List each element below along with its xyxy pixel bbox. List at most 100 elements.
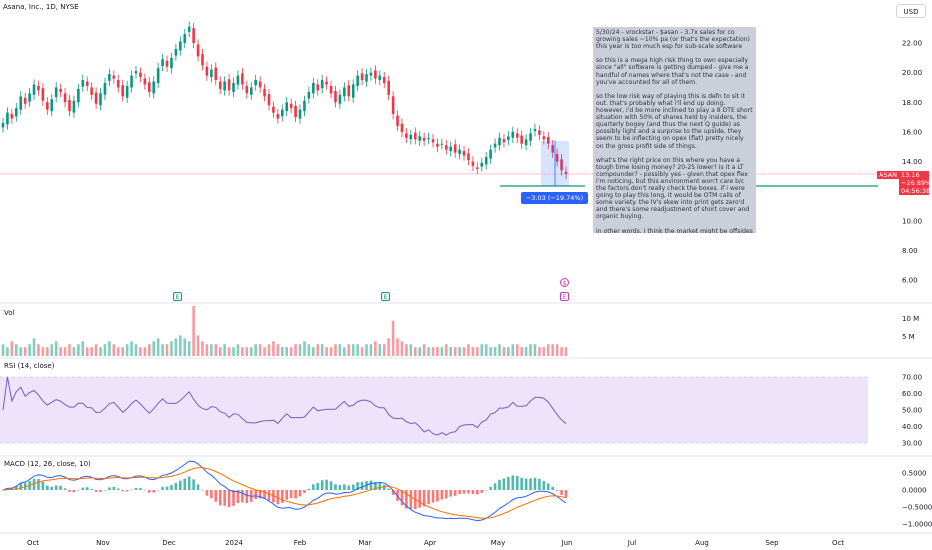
candle [502,139,506,143]
x-tick-label: Jul [627,539,637,547]
macd-histogram-bar [201,489,204,491]
symbol-title[interactable]: Asana, Inc., 1D, NYSE [3,3,79,11]
rsi-axis-label: 50.00 [902,407,922,415]
candle [174,48,178,56]
text-note[interactable]: 5/30/24 - vrockstar - $asan - 3.7x sales… [593,27,756,233]
macd-histogram-bar [54,485,58,490]
volume-bar [156,338,160,356]
volume-bar [409,344,413,356]
macd-histogram-bar [489,486,492,490]
candle [121,85,124,97]
macd-histogram-bar [72,490,76,493]
volume-bar [85,347,89,356]
y-tick-label: 16.00 [902,128,922,136]
volume-bar [316,344,320,356]
macd-histogram-bar [356,482,359,490]
rsi-pane-title: RSI (14, close) [4,362,55,370]
earnings-event-icon[interactable]: E [173,292,182,301]
volume-bar [467,344,470,356]
countdown-tag: 04:56:38 [899,187,931,195]
macd-histogram-bar [192,479,195,490]
macd-histogram-bar [32,478,36,490]
macd-histogram-bar [112,486,116,490]
volume-bar [170,341,173,356]
macd-histogram-bar [41,481,45,490]
candle [205,66,209,76]
candle [453,144,457,153]
measure-label: −3.03 (−19.74%) −303 [521,192,588,214]
candle [245,85,249,94]
volume-bar [471,347,475,356]
macd-histogram-bar [458,490,461,495]
volume-bar [99,347,102,356]
macd-histogram-bar [409,490,413,510]
volume-bar [360,347,364,356]
macd-histogram-bar [524,478,528,490]
volume-bar [564,347,568,356]
volume-bar [165,344,169,356]
volume-bar [413,347,417,356]
volume-bar [280,347,284,356]
macd-histogram-bar [387,488,390,490]
earnings-event-icon[interactable]: E [381,292,390,301]
macd-histogram-bar [227,490,231,508]
macd-axis-label: 0.5000 [902,470,927,478]
macd-histogram-bar [471,490,475,495]
volume-axis-label: 5 M [902,333,915,341]
volume-bar [422,344,426,356]
candle [201,54,204,66]
candle [360,73,364,81]
volume-bar [121,347,124,356]
x-tick-label: Feb [294,539,307,547]
volume-bar [19,347,23,356]
volume-bar [174,338,178,356]
macd-histogram-bar [555,490,559,491]
candle [276,114,280,119]
candle [258,81,262,88]
macd-histogram-bar [515,475,519,490]
macd-histogram-bar [551,486,555,490]
volume-bar [387,338,390,356]
macd-histogram-bar [546,483,550,490]
volume-bar [511,344,515,356]
macd-histogram-bar [374,481,377,490]
candle [467,153,470,161]
volume-bar [458,347,461,356]
candle [493,143,497,148]
volume-bar [449,347,453,356]
volume-bar [28,344,31,356]
volume-bar [307,344,311,356]
currency-button[interactable]: USD [896,4,926,18]
candle [427,137,430,139]
volume-bar [489,347,492,356]
x-tick-label: Aug [695,539,709,547]
volume-bar [196,335,200,356]
volume-pane-title: Vol [4,309,15,317]
macd-histogram-bar [502,478,506,490]
candle [334,91,337,103]
volume-bar [77,344,80,356]
volume-bar [276,344,280,356]
candle [116,80,120,88]
macd-axis-label: −0.5000 [902,504,932,512]
candle [405,133,408,138]
macd-histogram-bar [6,488,9,490]
earnings-event-icon[interactable]: E [560,292,569,301]
rsi-axis-label: 30.00 [902,440,922,448]
candle [382,77,386,83]
volume-bar [63,347,67,356]
candle [63,93,67,103]
volume-bar [72,347,76,356]
candle [325,81,328,85]
volume-bar [329,347,333,356]
candle [249,87,253,95]
volume-bar [41,347,45,356]
dividend-event-icon[interactable]: $ [560,278,569,287]
volume-bar [59,347,62,356]
volume-bar [249,347,253,356]
y-tick-label: 6.00 [902,277,918,285]
candle [232,82,235,92]
candle [329,85,333,94]
macd-histogram-bar [493,483,497,490]
